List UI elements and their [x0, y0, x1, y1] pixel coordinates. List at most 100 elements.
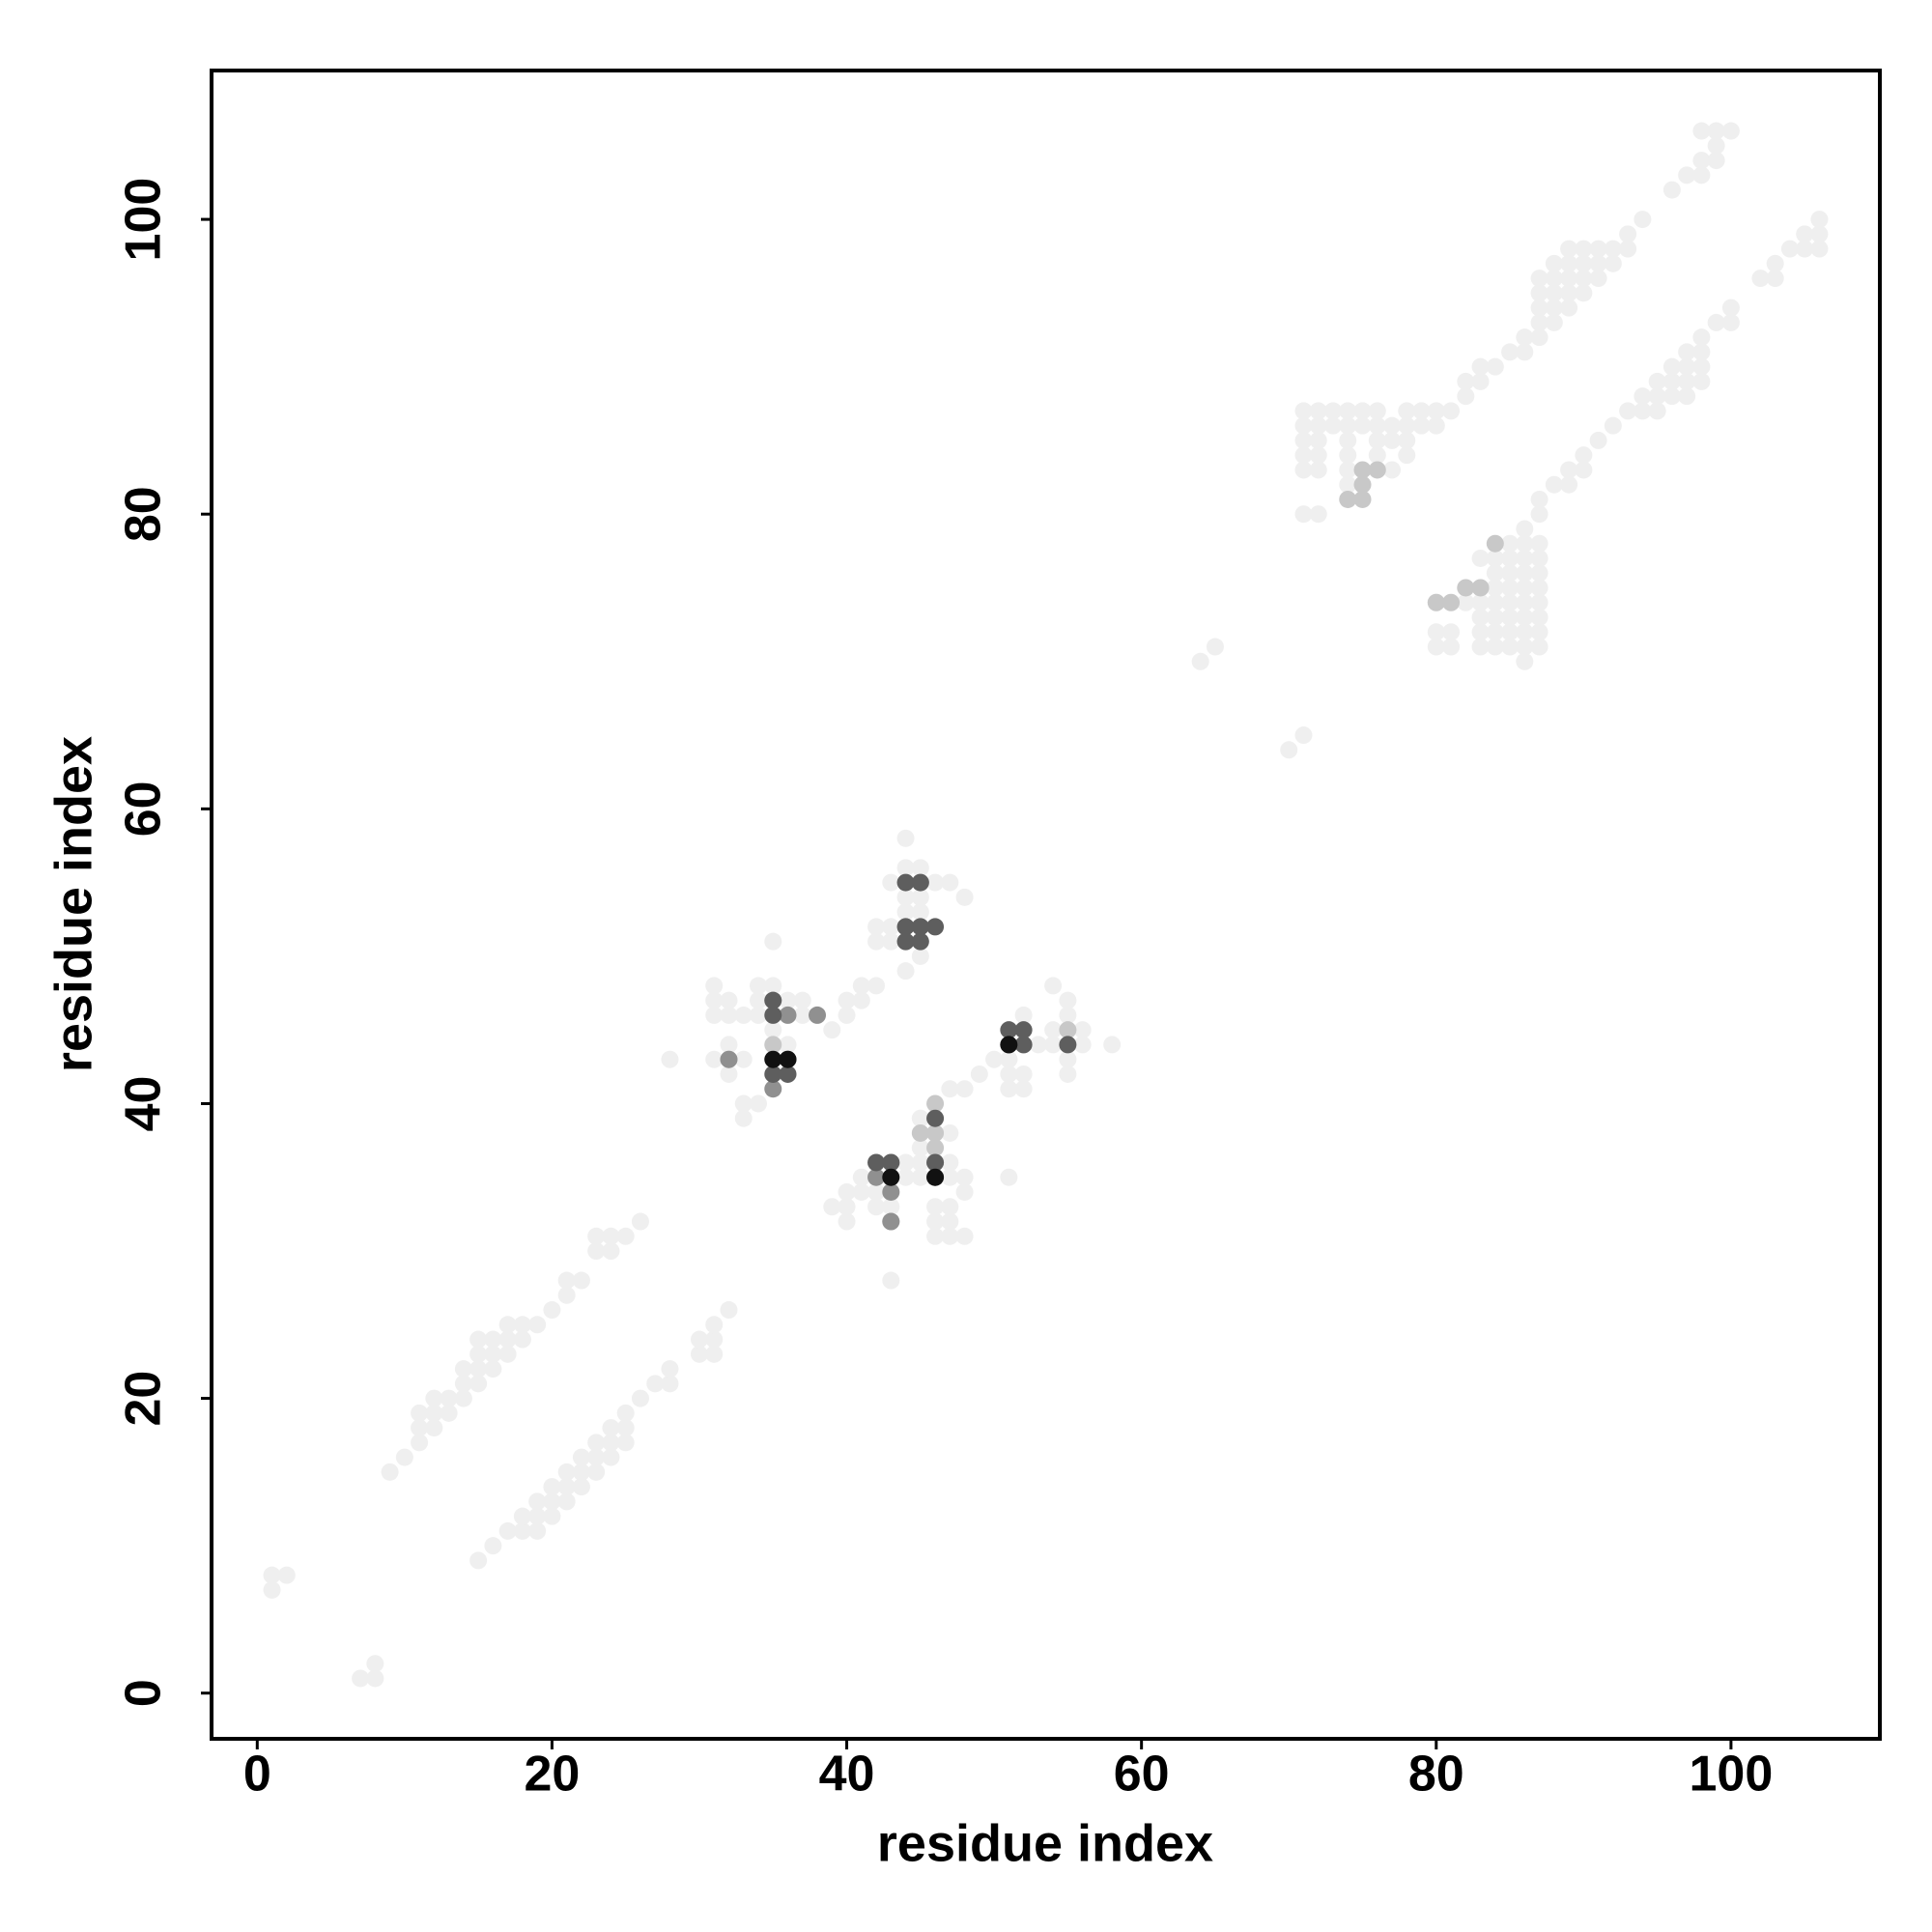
point	[764, 1050, 782, 1068]
point	[1383, 461, 1402, 479]
point	[1589, 431, 1607, 449]
point	[1457, 387, 1475, 406]
point	[882, 1212, 900, 1231]
point	[1309, 402, 1327, 420]
point	[587, 1227, 606, 1245]
point	[750, 977, 768, 995]
point	[484, 1345, 502, 1363]
point	[1486, 564, 1504, 582]
point	[587, 1463, 606, 1481]
point	[955, 888, 974, 906]
point	[543, 1478, 561, 1496]
point	[720, 1006, 738, 1024]
point	[277, 1566, 296, 1584]
point	[1545, 284, 1563, 302]
point	[1309, 505, 1327, 524]
point	[395, 1448, 413, 1466]
point	[1589, 240, 1607, 258]
point	[1191, 652, 1209, 670]
point	[1516, 343, 1534, 361]
point	[911, 1123, 929, 1142]
point	[1412, 402, 1431, 420]
point	[1530, 593, 1548, 611]
point	[882, 1153, 900, 1172]
point	[454, 1389, 472, 1407]
point	[1530, 638, 1548, 656]
point	[631, 1389, 649, 1407]
point	[1530, 579, 1548, 597]
point	[838, 1006, 856, 1024]
point	[1589, 254, 1607, 272]
point	[911, 918, 929, 936]
point	[1516, 593, 1534, 611]
point	[1545, 254, 1563, 272]
point	[1427, 638, 1445, 656]
point	[764, 977, 782, 995]
point	[1398, 402, 1416, 420]
point	[1692, 152, 1711, 170]
point	[867, 1182, 886, 1201]
point	[941, 1227, 959, 1245]
point	[1044, 1036, 1063, 1054]
point	[1501, 343, 1520, 361]
point	[1339, 461, 1357, 479]
point	[896, 903, 915, 922]
point	[513, 1507, 531, 1525]
point	[911, 1153, 929, 1172]
point	[896, 932, 915, 951]
point	[1309, 446, 1327, 465]
point	[498, 1345, 517, 1363]
point	[1294, 446, 1313, 465]
y-tick-label: 0	[116, 1679, 172, 1707]
point	[1427, 593, 1445, 611]
point	[1780, 240, 1799, 258]
point	[793, 1006, 811, 1024]
point	[1530, 490, 1548, 508]
point	[882, 1198, 900, 1216]
point	[572, 1271, 590, 1290]
point	[1516, 534, 1534, 553]
point	[911, 932, 929, 951]
point	[852, 1168, 870, 1186]
point	[1707, 152, 1725, 170]
point	[1516, 549, 1534, 567]
point	[926, 1109, 945, 1127]
point	[1383, 431, 1402, 449]
point	[1530, 313, 1548, 331]
point	[557, 1463, 576, 1481]
point	[1044, 977, 1063, 995]
point	[1678, 372, 1696, 390]
point	[911, 873, 929, 892]
point	[1486, 609, 1504, 627]
point	[1545, 313, 1563, 331]
point	[705, 1316, 724, 1334]
point	[941, 1080, 959, 1098]
point	[498, 1316, 517, 1334]
point	[661, 1375, 679, 1393]
point	[1766, 270, 1784, 288]
point	[1501, 549, 1520, 567]
point	[1486, 357, 1504, 376]
point	[1575, 270, 1593, 288]
point	[616, 1227, 635, 1245]
point	[764, 932, 782, 951]
point	[1662, 357, 1681, 376]
point	[896, 859, 915, 877]
point	[1721, 298, 1740, 317]
point	[838, 1198, 856, 1216]
point	[1014, 1080, 1033, 1098]
point	[469, 1360, 488, 1378]
plot-frame	[210, 69, 1882, 1741]
point	[838, 1212, 856, 1231]
point	[1000, 1168, 1018, 1186]
y-tick-label: 80	[116, 486, 172, 542]
point	[1294, 431, 1313, 449]
point	[1073, 1036, 1092, 1054]
point	[911, 859, 929, 877]
point	[1471, 549, 1490, 567]
point	[1014, 1021, 1033, 1039]
point	[1634, 211, 1652, 229]
point	[1353, 475, 1372, 494]
point	[1575, 461, 1593, 479]
point	[941, 1168, 959, 1186]
